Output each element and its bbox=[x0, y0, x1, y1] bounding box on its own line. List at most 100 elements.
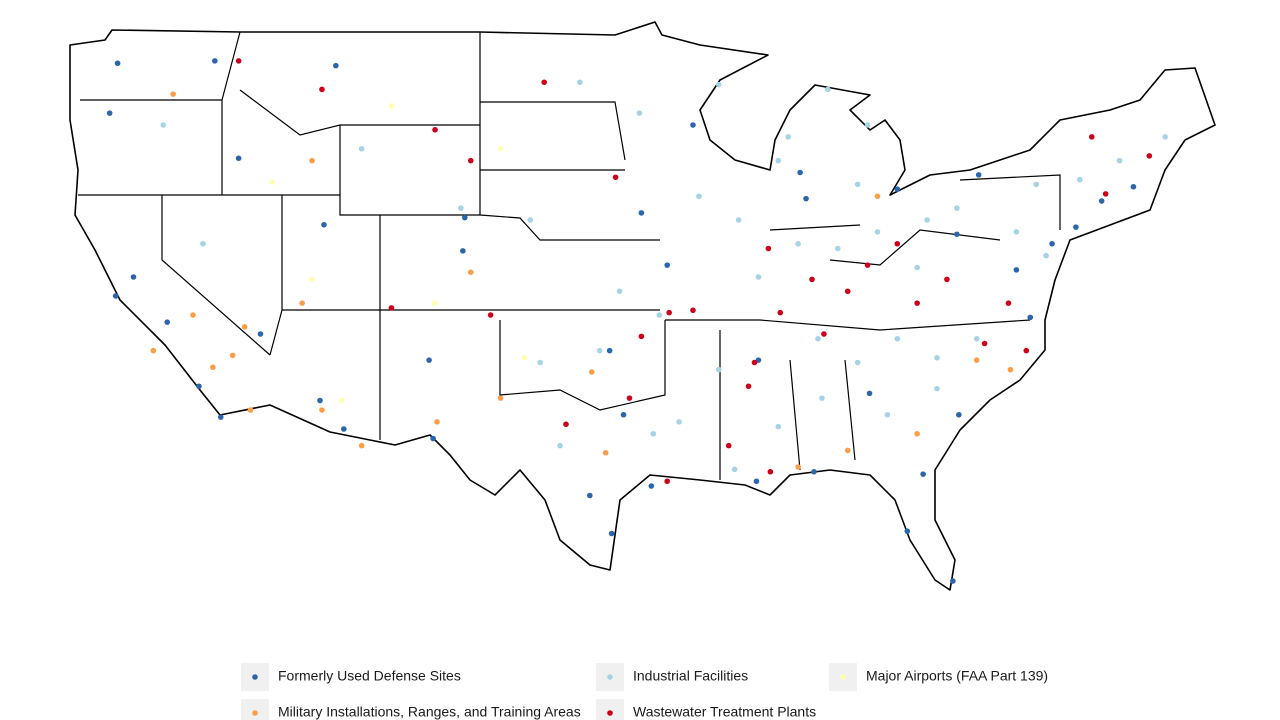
site-point bbox=[527, 217, 534, 223]
site-point bbox=[944, 276, 950, 283]
site-point bbox=[835, 245, 841, 252]
site-point bbox=[715, 81, 722, 88]
site-point bbox=[602, 449, 609, 456]
site-point bbox=[1043, 252, 1049, 259]
site-point bbox=[106, 110, 113, 116]
site-point bbox=[844, 288, 851, 295]
site-point bbox=[803, 195, 809, 202]
site-point bbox=[608, 530, 615, 537]
site-point bbox=[924, 217, 930, 223]
site-point bbox=[358, 442, 365, 449]
site-point bbox=[690, 307, 696, 314]
site-point bbox=[956, 411, 962, 418]
legend-swatch bbox=[840, 674, 846, 680]
site-point bbox=[809, 276, 815, 283]
site-point bbox=[596, 347, 603, 354]
site-point bbox=[170, 91, 176, 97]
site-point bbox=[299, 300, 305, 306]
site-point bbox=[247, 407, 254, 413]
site-point bbox=[1013, 229, 1020, 235]
site-point bbox=[321, 221, 327, 228]
site-point bbox=[676, 419, 682, 425]
site-point bbox=[1013, 267, 1020, 273]
legend-key bbox=[596, 699, 624, 720]
site-point bbox=[358, 145, 365, 152]
site-point bbox=[210, 364, 216, 371]
site-point bbox=[934, 385, 940, 392]
site-point bbox=[467, 269, 474, 276]
site-point bbox=[745, 383, 752, 390]
site-point bbox=[1033, 181, 1040, 188]
site-point bbox=[914, 264, 920, 271]
site-point bbox=[638, 210, 645, 216]
site-point bbox=[426, 357, 432, 363]
site-point bbox=[1073, 224, 1079, 230]
site-point bbox=[537, 359, 544, 366]
site-point bbox=[340, 426, 347, 432]
site-point bbox=[920, 471, 926, 477]
legend-swatch bbox=[607, 710, 613, 716]
site-point bbox=[975, 172, 982, 178]
site-point bbox=[864, 262, 871, 268]
site-point bbox=[130, 274, 137, 280]
site-point bbox=[200, 240, 206, 247]
legend-swatch bbox=[607, 674, 613, 680]
legend-label: Industrial Facilities bbox=[633, 668, 748, 684]
site-point bbox=[577, 79, 583, 86]
legend-swatch bbox=[252, 710, 258, 716]
site-point bbox=[497, 395, 504, 401]
site-point bbox=[541, 79, 547, 86]
site-point bbox=[755, 274, 762, 280]
site-point bbox=[864, 122, 871, 128]
us-outline bbox=[69, 21, 1216, 591]
site-point bbox=[1098, 198, 1105, 204]
site-point bbox=[715, 366, 722, 373]
site-point bbox=[557, 442, 563, 449]
site-point bbox=[797, 169, 803, 176]
site-point bbox=[775, 157, 782, 164]
site-point bbox=[388, 305, 395, 311]
site-point bbox=[309, 157, 315, 164]
site-point bbox=[269, 179, 276, 185]
site-point bbox=[434, 419, 440, 425]
site-point bbox=[112, 293, 119, 299]
site-point bbox=[650, 430, 657, 437]
site-point bbox=[317, 397, 323, 404]
site-point bbox=[753, 478, 760, 485]
legend: Formerly Used Defense Sites Industrial Fa… bbox=[241, 663, 1048, 720]
site-point bbox=[319, 407, 325, 413]
site-point bbox=[229, 352, 236, 359]
legend-label: Wastewater Treatment Plants bbox=[633, 704, 816, 720]
site-point bbox=[497, 145, 504, 152]
site-point bbox=[735, 217, 742, 223]
site-point bbox=[954, 231, 960, 238]
site-point bbox=[612, 174, 619, 181]
site-point bbox=[973, 357, 980, 363]
site-point bbox=[1130, 183, 1137, 190]
site-point bbox=[914, 300, 920, 306]
site-point bbox=[1162, 134, 1168, 140]
site-point bbox=[638, 333, 645, 340]
site-point bbox=[114, 60, 121, 67]
site-point bbox=[616, 288, 623, 295]
site-point bbox=[954, 205, 960, 211]
site-point bbox=[521, 354, 528, 361]
site-point bbox=[217, 414, 224, 420]
legend-label: Military Installations, Ranges, and Trai… bbox=[278, 704, 581, 720]
site-point bbox=[620, 411, 627, 418]
site-point bbox=[190, 312, 196, 318]
legend-key bbox=[241, 699, 269, 720]
site-point bbox=[767, 468, 774, 475]
site-point bbox=[467, 157, 474, 164]
site-point bbox=[160, 122, 167, 128]
site-point bbox=[319, 86, 325, 93]
site-point bbox=[196, 383, 202, 390]
site-point bbox=[866, 390, 873, 397]
site-point bbox=[815, 335, 821, 342]
site-point bbox=[844, 447, 851, 454]
site-point bbox=[777, 309, 784, 316]
site-point bbox=[487, 312, 494, 318]
site-point bbox=[666, 309, 672, 316]
